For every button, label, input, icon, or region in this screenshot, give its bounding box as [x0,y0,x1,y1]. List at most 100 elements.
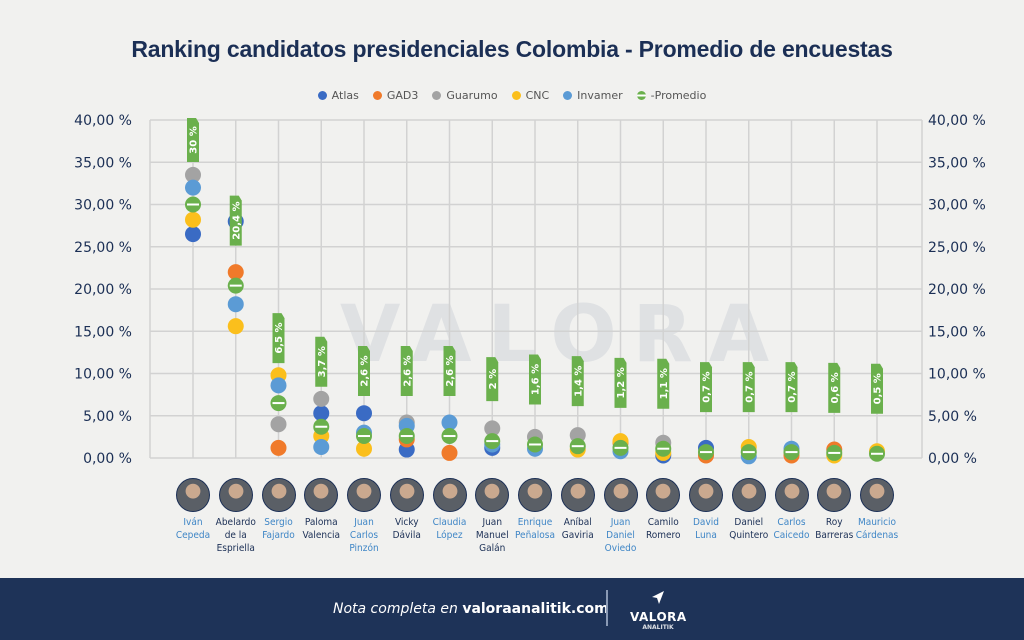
avg-flag [571,356,584,407]
avg-flag [443,346,456,397]
chart-title: Ranking candidatos presidenciales Colomb… [131,36,893,62]
candidate-series: 2,6 % [356,346,372,457]
point-gad3 [441,444,458,461]
point-cnc [356,440,372,457]
y-tick-left: 40,00 % [74,113,132,129]
promedio-stripe [229,284,242,287]
divider [606,590,608,626]
candidate-item: Vicky Dávila [385,478,429,542]
candidate-name: Aníbal Gaviria [561,517,594,541]
candidate-name: Carlos Caicedo [773,517,810,541]
candidate-item: Sergio Fajardo [257,478,301,542]
point-guarumo [313,390,330,407]
point-guarumo [569,427,586,444]
y-tick-left: 10,00 % [74,367,132,383]
legend-marker [432,91,442,100]
avg-flag [700,362,712,413]
legend-marker [636,91,646,100]
candidate-series: 1,6 % [527,354,543,457]
avg-label: 0,7 % [744,371,755,402]
avg-flag [785,362,798,413]
candidate-item: Camilo Romero [641,478,685,542]
candidate-name: Camilo Romero [645,517,681,541]
avg-label: 1,1 % [659,368,670,399]
footer: Nota completa en valoraanalitik.com VALO… [0,578,1024,640]
promedio-stripe [315,425,328,428]
candidate-item: Mauricio Cárdenas [855,478,899,542]
point-invamer [185,179,201,196]
candidate-name: Paloma Valencia [302,517,341,541]
candidate-item: Juan Manuel Galán [470,478,514,555]
legend-marker [511,91,521,100]
candidate-name: Sergio Fajardo [262,517,295,541]
point-invamer [270,377,287,394]
candidate-photo [817,478,852,512]
candidate-item: Aníbal Gaviria [556,478,600,542]
candidate-photo [860,478,894,512]
candidate-list: Iván Cepeda Abelardo de la Espriella Sergio Fa… [0,478,1024,578]
avg-label: 0,5 % [873,373,884,404]
candidate-item: Claudia López [428,478,472,542]
y-tick-right: 5,00 % [928,409,977,425]
valora-logo: VALORA ANALITIK [630,590,686,631]
candidate-item: Juan Daniel Oviedo [599,478,643,555]
avg-label: 0,6 % [830,372,841,403]
candidate-series: 20,4 % [227,195,244,335]
point-atlas [356,405,372,422]
candidate-name: Vicky Dávila [392,517,421,541]
legend-item-guarumo: Guarumo [432,89,498,102]
promedio-stripe [657,447,670,450]
candidate-series: 6,5 % [270,313,287,456]
candidate-item: Roy Barreras [812,478,856,542]
legend: Atlas GAD3 Guarumo CNC Invamer -Promedio [0,89,1024,102]
avg-flag [272,313,285,364]
legend-item-gad3: GAD3 [372,89,418,102]
candidate-name: Iván Cepeda [175,517,211,541]
legend-item-promedio: -Promedio [636,89,706,102]
legend-marker [317,91,327,100]
promedio-stripe [700,451,712,454]
candidate-name: Roy Barreras [815,517,854,541]
point-invamer [227,296,244,313]
avg-flag [529,354,541,405]
avg-label: 1,4 % [573,366,584,397]
avg-label: 2,6 % [445,355,456,386]
legend-marker [372,91,382,100]
avg-label: 1,6 % [531,364,542,395]
y-tick-left: 15,00 % [74,324,132,340]
promedio-stripe [742,451,755,454]
footer-note: Nota completa en valoraanalitik.com [333,601,609,617]
y-tick-left: 30,00 % [74,198,132,214]
candidate-series: 1,4 % [569,356,586,458]
legend-item-invamer: Invamer [563,89,623,102]
avg-label: 6,5 % [274,322,285,353]
candidate-item: Iván Cepeda [171,478,215,542]
avg-flag [315,336,328,387]
site-link[interactable]: valoraanalitik.com [462,601,609,617]
candidate-series: 0,7 % [698,362,714,464]
candidate-photo [518,478,552,512]
legend-item-atlas: Atlas [317,89,359,102]
candidate-item: Carlos Caicedo [770,478,814,542]
candidate-photo [176,478,210,512]
y-tick-left: 20,00 % [74,282,132,298]
candidate-photo [731,478,766,512]
point-gad3 [227,264,244,281]
legend-marker [563,91,573,100]
candidate-series: 1,2 % [612,357,629,460]
point-gad3 [270,439,287,456]
candidate-photo [389,478,424,512]
candidate-name: Juan Daniel Oviedo [604,517,637,554]
candidate-item: Abelardo de la Espriella [214,478,258,555]
avg-flag [828,362,841,413]
promedio-stripe [272,402,285,405]
candidate-photo [603,478,638,512]
point-cnc [185,211,201,228]
candidate-photo [774,478,809,512]
avg-label: 30 % [189,126,200,153]
avg-flag [358,346,370,397]
candidate-name: Juan Carlos Pinzón [349,517,379,554]
candidate-photo [560,478,595,512]
y-tick-right: 40,00 % [928,113,986,129]
candidate-series: 2 % [484,357,501,456]
